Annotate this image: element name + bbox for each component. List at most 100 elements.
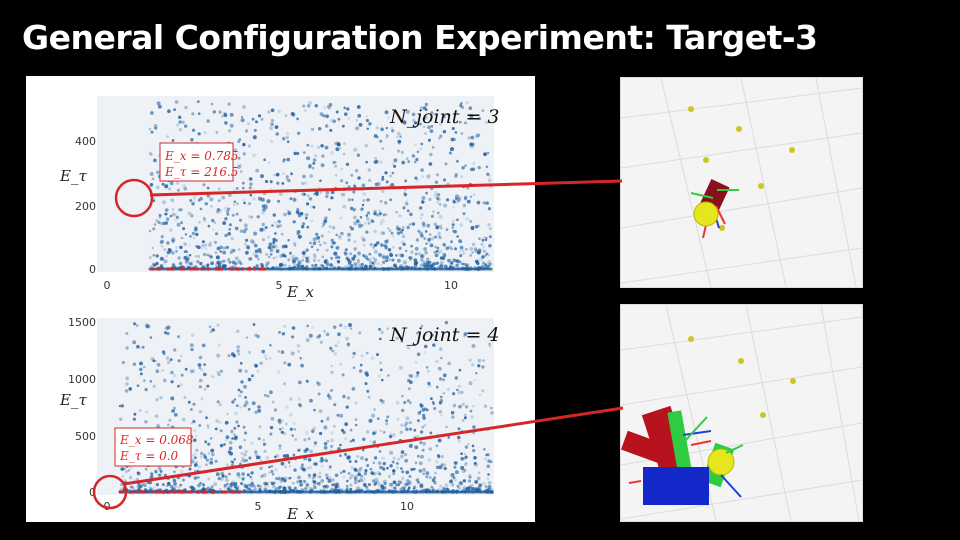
scatter-point xyxy=(160,239,164,244)
scatter-point xyxy=(432,267,436,271)
scatter-point xyxy=(321,154,325,158)
scatter-point xyxy=(254,363,258,368)
scatter-point xyxy=(459,245,464,250)
scatter-point xyxy=(484,263,488,267)
scatter-point xyxy=(406,346,410,350)
scatter-point xyxy=(454,247,458,251)
scatter-point xyxy=(311,264,314,267)
highlight-point xyxy=(179,267,183,271)
scatter-point xyxy=(462,212,466,216)
scatter-point xyxy=(450,137,455,142)
scatter-point xyxy=(443,267,447,271)
scatter-point xyxy=(286,157,291,162)
scatter-point xyxy=(237,248,241,251)
scatter-point xyxy=(353,262,358,267)
scatter-point xyxy=(206,384,210,388)
scatter-point xyxy=(284,267,288,271)
scatter-point xyxy=(342,124,345,128)
scatter-point xyxy=(436,246,440,250)
scatter-point xyxy=(163,248,167,252)
scatter-point xyxy=(175,249,178,253)
scatter-point xyxy=(313,255,317,259)
scatter-point xyxy=(427,125,431,130)
scatter-point xyxy=(384,201,388,205)
scatter-point xyxy=(191,202,195,206)
scatter-point xyxy=(279,224,283,228)
scatter-point xyxy=(320,419,324,423)
scatter-point xyxy=(164,184,169,189)
scatter-point xyxy=(150,130,154,134)
scatter-point xyxy=(402,120,407,124)
scatter-point xyxy=(375,267,379,271)
scatter-point xyxy=(397,227,401,231)
scatter-point xyxy=(343,251,347,255)
scatter-point xyxy=(291,113,296,117)
scatter-point xyxy=(381,267,385,271)
scatter-point xyxy=(452,267,456,271)
scatter-point xyxy=(349,483,353,487)
scatter-point xyxy=(460,267,464,271)
scatter-point xyxy=(419,217,423,220)
scatter-point xyxy=(245,129,249,132)
scatter-point xyxy=(349,440,353,443)
scatter-point xyxy=(387,248,392,252)
scatter-point xyxy=(242,152,246,156)
scatter-point xyxy=(454,478,457,482)
scatter-point xyxy=(244,227,248,231)
scatter-point xyxy=(282,267,286,271)
scatter-point xyxy=(404,249,408,253)
scatter-point xyxy=(465,462,468,465)
scatter-point xyxy=(264,205,268,210)
scatter-point xyxy=(404,188,407,192)
scatter-point xyxy=(314,104,318,108)
scatter-point xyxy=(140,372,143,376)
scatter-point xyxy=(264,262,269,267)
scatter-point xyxy=(373,212,377,216)
scatter-point xyxy=(263,354,267,358)
scatter-point xyxy=(356,153,361,157)
scatter-point xyxy=(379,337,382,341)
scatter-point xyxy=(443,264,448,269)
scatter-point xyxy=(330,190,335,195)
scatter-point xyxy=(175,215,179,219)
scatter-point xyxy=(290,172,293,176)
scatter-point xyxy=(312,483,316,487)
scatter-point xyxy=(318,127,322,131)
scatter-point xyxy=(385,126,388,130)
scatter-point xyxy=(207,477,211,481)
highlight-point xyxy=(200,267,204,271)
scatter-point xyxy=(477,251,481,255)
scatter-point xyxy=(301,251,306,256)
scatter-point xyxy=(287,178,291,183)
scatter-point xyxy=(252,197,256,201)
scatter-point xyxy=(361,224,364,227)
scatter-point xyxy=(163,267,167,271)
scatter-point xyxy=(430,397,433,400)
scatter-point xyxy=(305,483,310,487)
scatter-point xyxy=(368,267,372,271)
scatter-point xyxy=(366,198,370,202)
scatter-point xyxy=(445,425,448,429)
scatter-point xyxy=(327,104,331,109)
scatter-point xyxy=(357,221,362,226)
scatter-point xyxy=(450,247,454,251)
scatter-point xyxy=(315,267,319,271)
scatter-point xyxy=(308,197,313,201)
scatter-point xyxy=(206,264,209,268)
scatter-point xyxy=(472,448,476,453)
scatter-point xyxy=(485,201,489,205)
scatter-point xyxy=(317,267,321,271)
scatter-point xyxy=(364,267,368,271)
scatter-point xyxy=(433,193,438,198)
scatter-point xyxy=(463,267,467,271)
scatter-point xyxy=(216,207,220,212)
scatter-point xyxy=(228,228,231,231)
scatter-point xyxy=(382,254,386,258)
scatter-point xyxy=(449,262,454,267)
scatter-point xyxy=(357,479,361,483)
scatter-point xyxy=(269,126,273,131)
scatter-point xyxy=(390,231,394,235)
scatter-point xyxy=(332,161,336,164)
scatter-point xyxy=(254,249,259,254)
scatter-point xyxy=(248,177,253,181)
